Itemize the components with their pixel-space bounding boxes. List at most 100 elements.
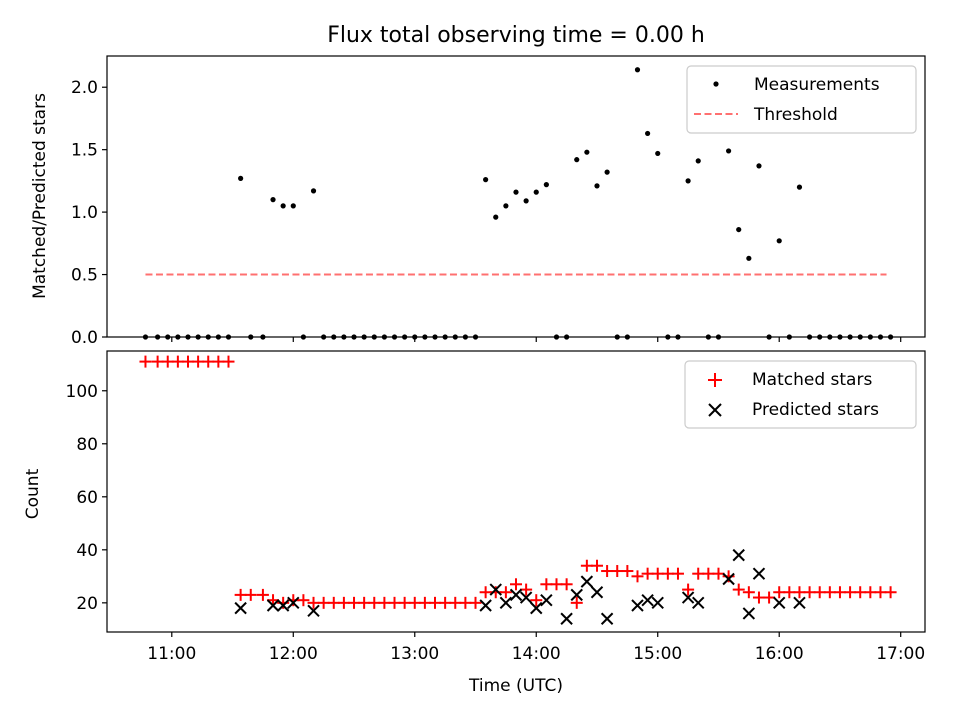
bottom-y-axis-label: Count [23,468,43,519]
matched-stars-point [520,583,533,596]
matched-stars-point [692,567,705,580]
matched-stars-point [560,578,573,591]
measurement-point [493,214,499,220]
predicted-stars-point [580,575,594,588]
matched-stars-point [388,596,401,609]
matched-stars-point [337,596,350,609]
measurement-point [584,149,590,155]
matched-stars-point [439,596,452,609]
matched-stars-point [590,559,603,572]
x-tick-label: 13:00 [390,644,439,664]
matched-stars-point [459,596,472,609]
matched-stars-point [773,586,786,599]
predicted-stars-point [479,599,492,612]
matched-stars-point [671,567,684,580]
predicted-stars-point [692,596,705,610]
matched-stars-point [378,596,391,609]
matched-stars-point [661,567,674,580]
x-tick-label: 15:00 [633,644,682,664]
predicted-stars-point [540,593,553,607]
measurement-point [634,67,641,73]
predicted-stars-point [773,596,786,610]
matched-stars-point [682,583,695,596]
matched-stars-point [752,591,765,604]
predicted-stars-point [600,612,614,625]
measurement-point [543,182,549,188]
matched-stars-point [844,586,857,599]
matched-stars-point [854,586,867,599]
matched-stars-point [783,586,796,599]
x-tick-label: 11:00 [147,644,196,664]
matched-stars-point [151,355,164,368]
measurement-point [270,197,276,203]
matched-stars-point [418,596,431,609]
matched-stars-point [631,570,644,583]
x-tick-label: 17:00 [876,644,925,664]
measurement-point [483,177,489,183]
matched-stars-point [368,596,381,609]
measurement-point [533,189,539,195]
matched-stars-point [449,596,462,609]
predicted-stars-point [631,599,644,612]
measurement-point [756,163,762,169]
predicted-stars-point [287,596,300,610]
top-y-tick-label: 1.5 [71,141,98,161]
top-axis-ticks: 0.0 0.5 1.0 1.5 2.0 [71,78,902,348]
predicted-stars-point [590,586,604,599]
bottom-y-tick-label: 60 [76,488,98,508]
matched-stars-point [712,567,725,580]
legend-predicted-label: Predicted stars [752,400,879,420]
matched-stars-point [763,591,776,604]
matched-stars-point [192,355,205,368]
matched-stars-point [297,594,310,607]
top-y-tick-label: 1.0 [71,203,98,223]
matched-stars-point [580,559,593,572]
predicted-stars-point [530,601,543,615]
x-tick-label: 16:00 [755,644,804,664]
measurement-point [594,183,600,189]
bottom-y-tick-label: 40 [76,541,98,561]
matched-stars-point [244,588,257,601]
measurement-point [796,184,803,190]
matched-stars-point [641,567,654,580]
predicted-stars-point [732,548,745,562]
predicted-stars-point [509,588,523,602]
measurement-point [736,226,742,233]
matched-stars-point [833,586,846,599]
top-y-axis-label: Matched/Predicted stars [30,93,50,299]
top-axes-frame [106,55,926,338]
bottom-legend: Matched stars Predicted stars [684,360,917,429]
predicted-stars-point [722,572,735,586]
measurement-point [604,169,610,175]
matched-stars-point [317,596,330,609]
measurement-point [685,178,691,184]
predicted-stars-point [742,607,756,620]
predicted-stars-point [752,567,766,580]
matched-stars-point [732,583,745,596]
predicted-stars-point [560,612,573,625]
top-y-tick-label: 0.5 [71,266,98,286]
measurement-point [695,158,701,164]
predicted-stars-point [276,599,290,612]
matched-stars-point [601,565,614,578]
measurement-point [574,157,580,163]
measurement-point [776,238,782,244]
predicted-stars-point [641,593,654,607]
matched-stars-point [469,596,482,609]
x-tick-label: 14:00 [512,644,561,664]
matched-stars-point [702,567,715,580]
matched-stars-point [742,586,755,599]
bottom-y-tick-label: 100 [66,382,98,402]
matched-stars-point [540,578,553,591]
matched-stars-point [813,586,826,599]
bottom-axes-frame [106,350,926,633]
measurement-point [725,148,732,154]
matched-stars-point [429,596,442,609]
matched-stars-point [793,586,806,599]
matched-stars-point [651,567,664,580]
predicted-stars-point [651,596,664,610]
matched-stars-point [398,596,411,609]
legend-measurements-marker [713,81,719,87]
top-plot-area [142,67,894,340]
